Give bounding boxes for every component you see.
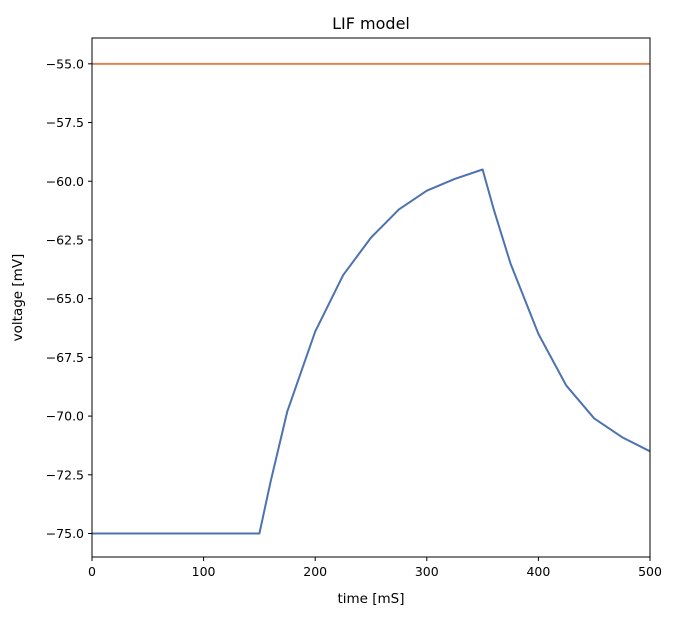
y-tick-label: −62.5	[46, 232, 84, 247]
x-tick-label: 200	[303, 564, 327, 579]
x-tick-label: 500	[638, 564, 662, 579]
x-tick-label: 0	[88, 564, 96, 579]
y-tick-label: −75.0	[46, 526, 84, 541]
series-line-0	[92, 168, 651, 535]
y-tick-label: −60.0	[46, 174, 84, 189]
y-tick-label: −57.5	[46, 115, 84, 130]
y-axis: −55.0 −57.5 −60.0 −62.5 −65.0 −67.5 −70.0 −72.5…	[46, 56, 92, 541]
series-layer	[92, 62, 651, 535]
y-tick-label: −70.0	[46, 409, 84, 424]
x-tick-label: 400	[526, 564, 550, 579]
plot-frame	[91, 37, 651, 558]
y-tick-label: −72.5	[46, 467, 84, 482]
y-axis-label: voltage [mV]	[10, 254, 26, 342]
chart-title: LIF model	[332, 14, 410, 33]
y-tick-label: −65.0	[46, 291, 84, 306]
y-tick-label: −55.0	[46, 56, 84, 71]
y-tick-label: −67.5	[46, 350, 84, 365]
x-tick-label: 100	[192, 564, 216, 579]
x-axis: 0 100 200 300 400 500	[88, 557, 662, 579]
x-axis-label: time [mS]	[337, 591, 404, 607]
x-tick-label: 300	[415, 564, 439, 579]
